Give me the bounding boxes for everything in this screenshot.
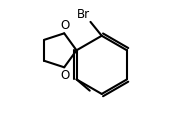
Text: O: O [60,69,70,82]
Text: Br: Br [77,8,90,21]
Text: O: O [60,19,70,32]
